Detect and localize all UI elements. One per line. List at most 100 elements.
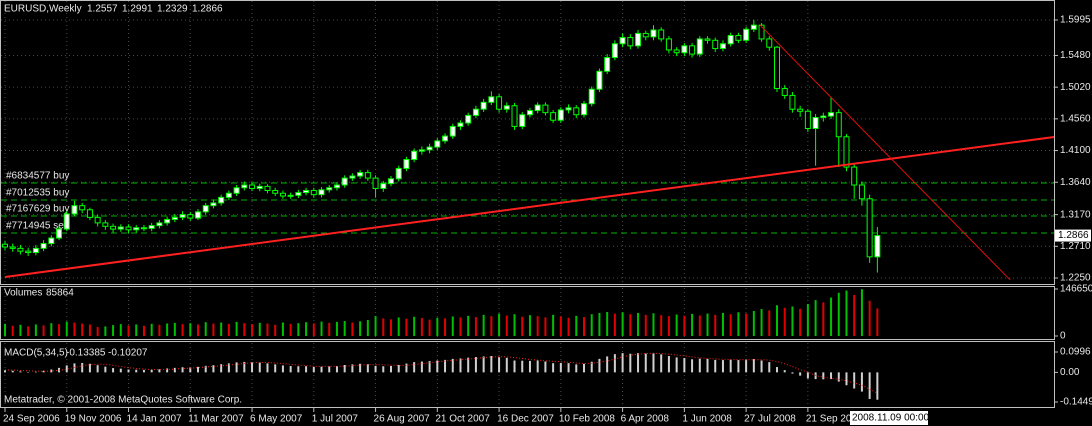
candle-body [565,107,572,111]
macd-bar [845,372,848,386]
candle-body [673,49,680,54]
panel-title: MACD(5,34,5) [4,348,68,359]
x-tick-label: 6 May 2007 [250,414,303,425]
macd-bar [729,359,732,373]
candle-body [233,187,240,194]
volume-bar [606,311,609,336]
macd-bar [343,365,346,373]
volume-bar [428,319,431,336]
candle-body [488,96,495,103]
y-tick-label: 1.5020 [1060,82,1091,93]
macd-bar [822,372,825,380]
macd-bar [204,365,207,373]
candle-body [140,227,147,230]
x-tick-label: 14 Jan 2007 [127,414,182,425]
order-label: #6834577 buy [6,171,69,182]
volume-bar [227,323,230,336]
macd-bar [768,362,771,373]
candle-body [326,187,333,191]
volume-bar [65,321,68,336]
candle-body [781,88,788,96]
macd-bar [853,372,856,389]
macd-bar [243,361,246,373]
candle-body [735,34,742,41]
candle-body [480,101,487,110]
price-marker [1055,229,1091,242]
macd-bar [559,362,562,373]
macd-bar [289,366,292,373]
candle-body [125,226,132,231]
candle-body [804,110,811,129]
candle-body [534,104,541,112]
candle-body [25,250,32,254]
volume-bar [583,317,585,336]
cursor-box [850,411,928,425]
macd-bar [351,364,354,373]
macd-bar [760,360,763,373]
candle-body [750,24,757,30]
volume-bar [335,321,338,336]
macd-bar [552,363,555,373]
candle-body [256,185,263,189]
candle-body [272,190,279,194]
candle-body [94,216,101,224]
candle-body [287,194,294,197]
macd-bar [745,359,748,373]
macd-bar [266,363,269,373]
macd-bar [104,366,107,373]
candle-body [86,209,93,218]
candle-body [727,34,734,45]
macd-bar [776,367,778,373]
footer: Metatrader, © 2001-2008 MetaQuotes Softw… [4,395,242,406]
candle-body [874,235,881,258]
macd-bar [490,356,493,373]
macd-bar [444,359,447,373]
volume-bar [328,322,331,336]
volume-bar [559,316,562,336]
volume-bar [737,312,740,336]
macd-bar [158,369,161,373]
panel-value: -0.13385 [66,348,106,359]
macd-bar [528,360,531,373]
candle-body [341,177,348,186]
macd-bar [806,372,809,379]
volume-bar [544,317,547,336]
macd-bar [397,365,400,373]
volume-bar [58,324,61,336]
volume-bar [397,317,400,336]
volume-bar [274,324,277,336]
volume-bar [691,313,694,336]
candle-body [434,140,441,148]
volume-bar [444,318,447,336]
candle-body [117,226,124,230]
candle-body [195,211,201,219]
volume-bar [258,322,261,336]
volume-bar [451,316,454,336]
macd-bar [660,354,663,373]
candle-body [635,32,642,47]
macd-bar [521,360,524,373]
macd-bar [868,372,871,399]
volume-bar [243,323,246,336]
order-label: #7167629 buy [6,204,69,215]
candle-body [665,38,672,51]
macd-bar [328,366,331,373]
y-tick-label: 0 [1060,331,1066,342]
candle-body [380,183,387,189]
candle-body [426,146,433,151]
candle-body [102,222,109,227]
volume-bar [4,323,6,336]
volume-bar [366,319,369,336]
macd-bar [706,358,709,373]
macd-bar [312,366,315,373]
volume-bar [212,323,215,336]
volume-bar [281,322,284,336]
candle-body [758,24,765,40]
volume-bar [289,323,292,336]
macd-bar [590,361,593,373]
volume-bar [652,313,655,336]
candle-body [403,159,410,169]
macd-bar [335,366,338,373]
macd-bar [197,366,199,373]
volume-bar [683,315,686,336]
